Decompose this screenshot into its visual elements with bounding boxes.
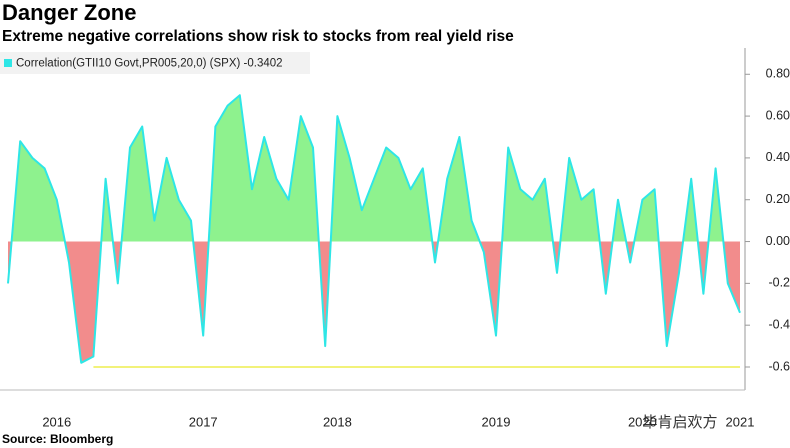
legend-background bbox=[0, 52, 310, 74]
x-tick-label: 2021 bbox=[726, 414, 755, 429]
x-tick-label: 2016 bbox=[42, 414, 71, 429]
y-tick-label: 0.40 bbox=[766, 150, 790, 164]
y-tick-label: -0.4 bbox=[768, 317, 790, 331]
y-tick-label: 0.60 bbox=[766, 108, 790, 122]
y-tick-label: -0.6 bbox=[768, 359, 790, 373]
watermark: 毕肯启欢方 bbox=[642, 414, 717, 431]
y-tick-label: 0.20 bbox=[766, 192, 790, 206]
source: Source: Bloomberg bbox=[2, 432, 113, 446]
legend-label: Correlation(GTII10 Govt,PR005,20,0) (SPX… bbox=[16, 58, 283, 70]
positive-area bbox=[8, 95, 740, 242]
chart-title: Danger Zone bbox=[2, 0, 136, 25]
series-line bbox=[7, 94, 741, 364]
chart-subtitle: Extreme negative correlations show risk … bbox=[2, 28, 514, 45]
y-tick-label: 0.80 bbox=[766, 67, 790, 81]
x-tick-label: 2020 bbox=[628, 414, 657, 429]
y-tick-label: 0.00 bbox=[766, 234, 790, 248]
x-tick-label: 2017 bbox=[189, 414, 218, 429]
x-tick-label: 2018 bbox=[323, 414, 352, 429]
legend-swatch bbox=[4, 59, 12, 67]
x-tick-label: 2019 bbox=[482, 414, 511, 429]
y-tick-label: -0.2 bbox=[768, 276, 790, 290]
